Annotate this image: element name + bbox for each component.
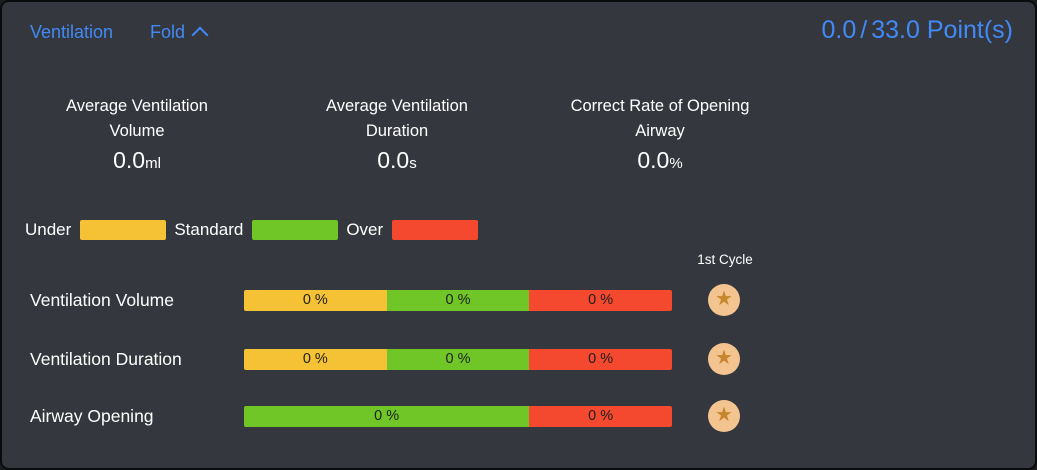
stacked-bar: 0 % 0 % 0 % — [244, 349, 672, 370]
star-badge: ★ — [708, 400, 740, 432]
bar-row-label: Ventilation Duration — [30, 349, 182, 369]
star-icon: ★ — [715, 347, 733, 369]
stat-value: 0.0ml — [113, 147, 161, 173]
legend-swatch — [392, 220, 479, 240]
cycle-column-header: 1st Cycle — [697, 252, 753, 267]
bar-row-label: Ventilation Volume — [30, 290, 174, 310]
stat-label: Duration — [365, 122, 429, 140]
bar-row-label: Airway Opening — [30, 406, 154, 426]
points-unit: Point(s) — [926, 16, 1013, 44]
stat-unit: s — [409, 155, 417, 172]
points-total: 33.0 — [871, 16, 920, 44]
legend: Under Standard Over — [25, 220, 486, 240]
bar-segment: 0 % — [244, 406, 530, 427]
bar-segment: 0 % — [244, 290, 387, 311]
legend-label: Under — [25, 220, 72, 239]
bar-segment: 0 % — [386, 349, 530, 370]
stat-column: Average Ventilation Volume 0.0ml — [20, 94, 254, 174]
fold-label: Fold — [150, 22, 186, 42]
bar-segment: 0 % — [244, 349, 387, 370]
stat-label: Correct Rate of Opening — [570, 97, 750, 115]
legend-label: Standard — [174, 220, 244, 239]
legend-label: Over — [346, 220, 384, 239]
stat-unit: % — [669, 155, 683, 172]
stat-label: Airway — [635, 122, 685, 140]
legend-swatch — [252, 220, 339, 240]
stacked-bar: 0 % 0 % 0 % — [244, 290, 672, 311]
fold-toggle[interactable]: Fold — [150, 22, 209, 44]
panel-title[interactable]: Ventilation — [30, 22, 114, 42]
bar-segment: 0 % — [529, 406, 672, 427]
star-icon: ★ — [715, 288, 733, 310]
points-earned: 0.0 — [821, 16, 857, 44]
bar-segment: 0 % — [386, 290, 530, 311]
star-badge: ★ — [708, 343, 740, 375]
chevron-up-icon — [191, 26, 209, 44]
bar-segment: 0 % — [529, 349, 672, 370]
stat-value: 0.0s — [377, 147, 417, 173]
points-separator: / — [860, 16, 868, 44]
stat-value: 0.0% — [637, 147, 683, 173]
stat-label: Average Ventilation — [66, 97, 208, 115]
stat-column: Correct Rate of Opening Airway 0.0% — [530, 94, 790, 174]
star-icon: ★ — [715, 404, 733, 426]
stat-label: Average Ventilation — [326, 97, 468, 115]
points-score: 0.0/33.0 Point(s) — [821, 16, 1013, 45]
star-badge: ★ — [708, 284, 740, 316]
stat-column: Average Ventilation Duration 0.0s — [280, 94, 514, 174]
bar-segment: 0 % — [529, 290, 672, 311]
legend-swatch — [80, 220, 167, 240]
stacked-bar: 0 % 0 % — [244, 406, 672, 427]
stat-unit: ml — [145, 155, 161, 172]
stat-label: Volume — [109, 122, 165, 140]
